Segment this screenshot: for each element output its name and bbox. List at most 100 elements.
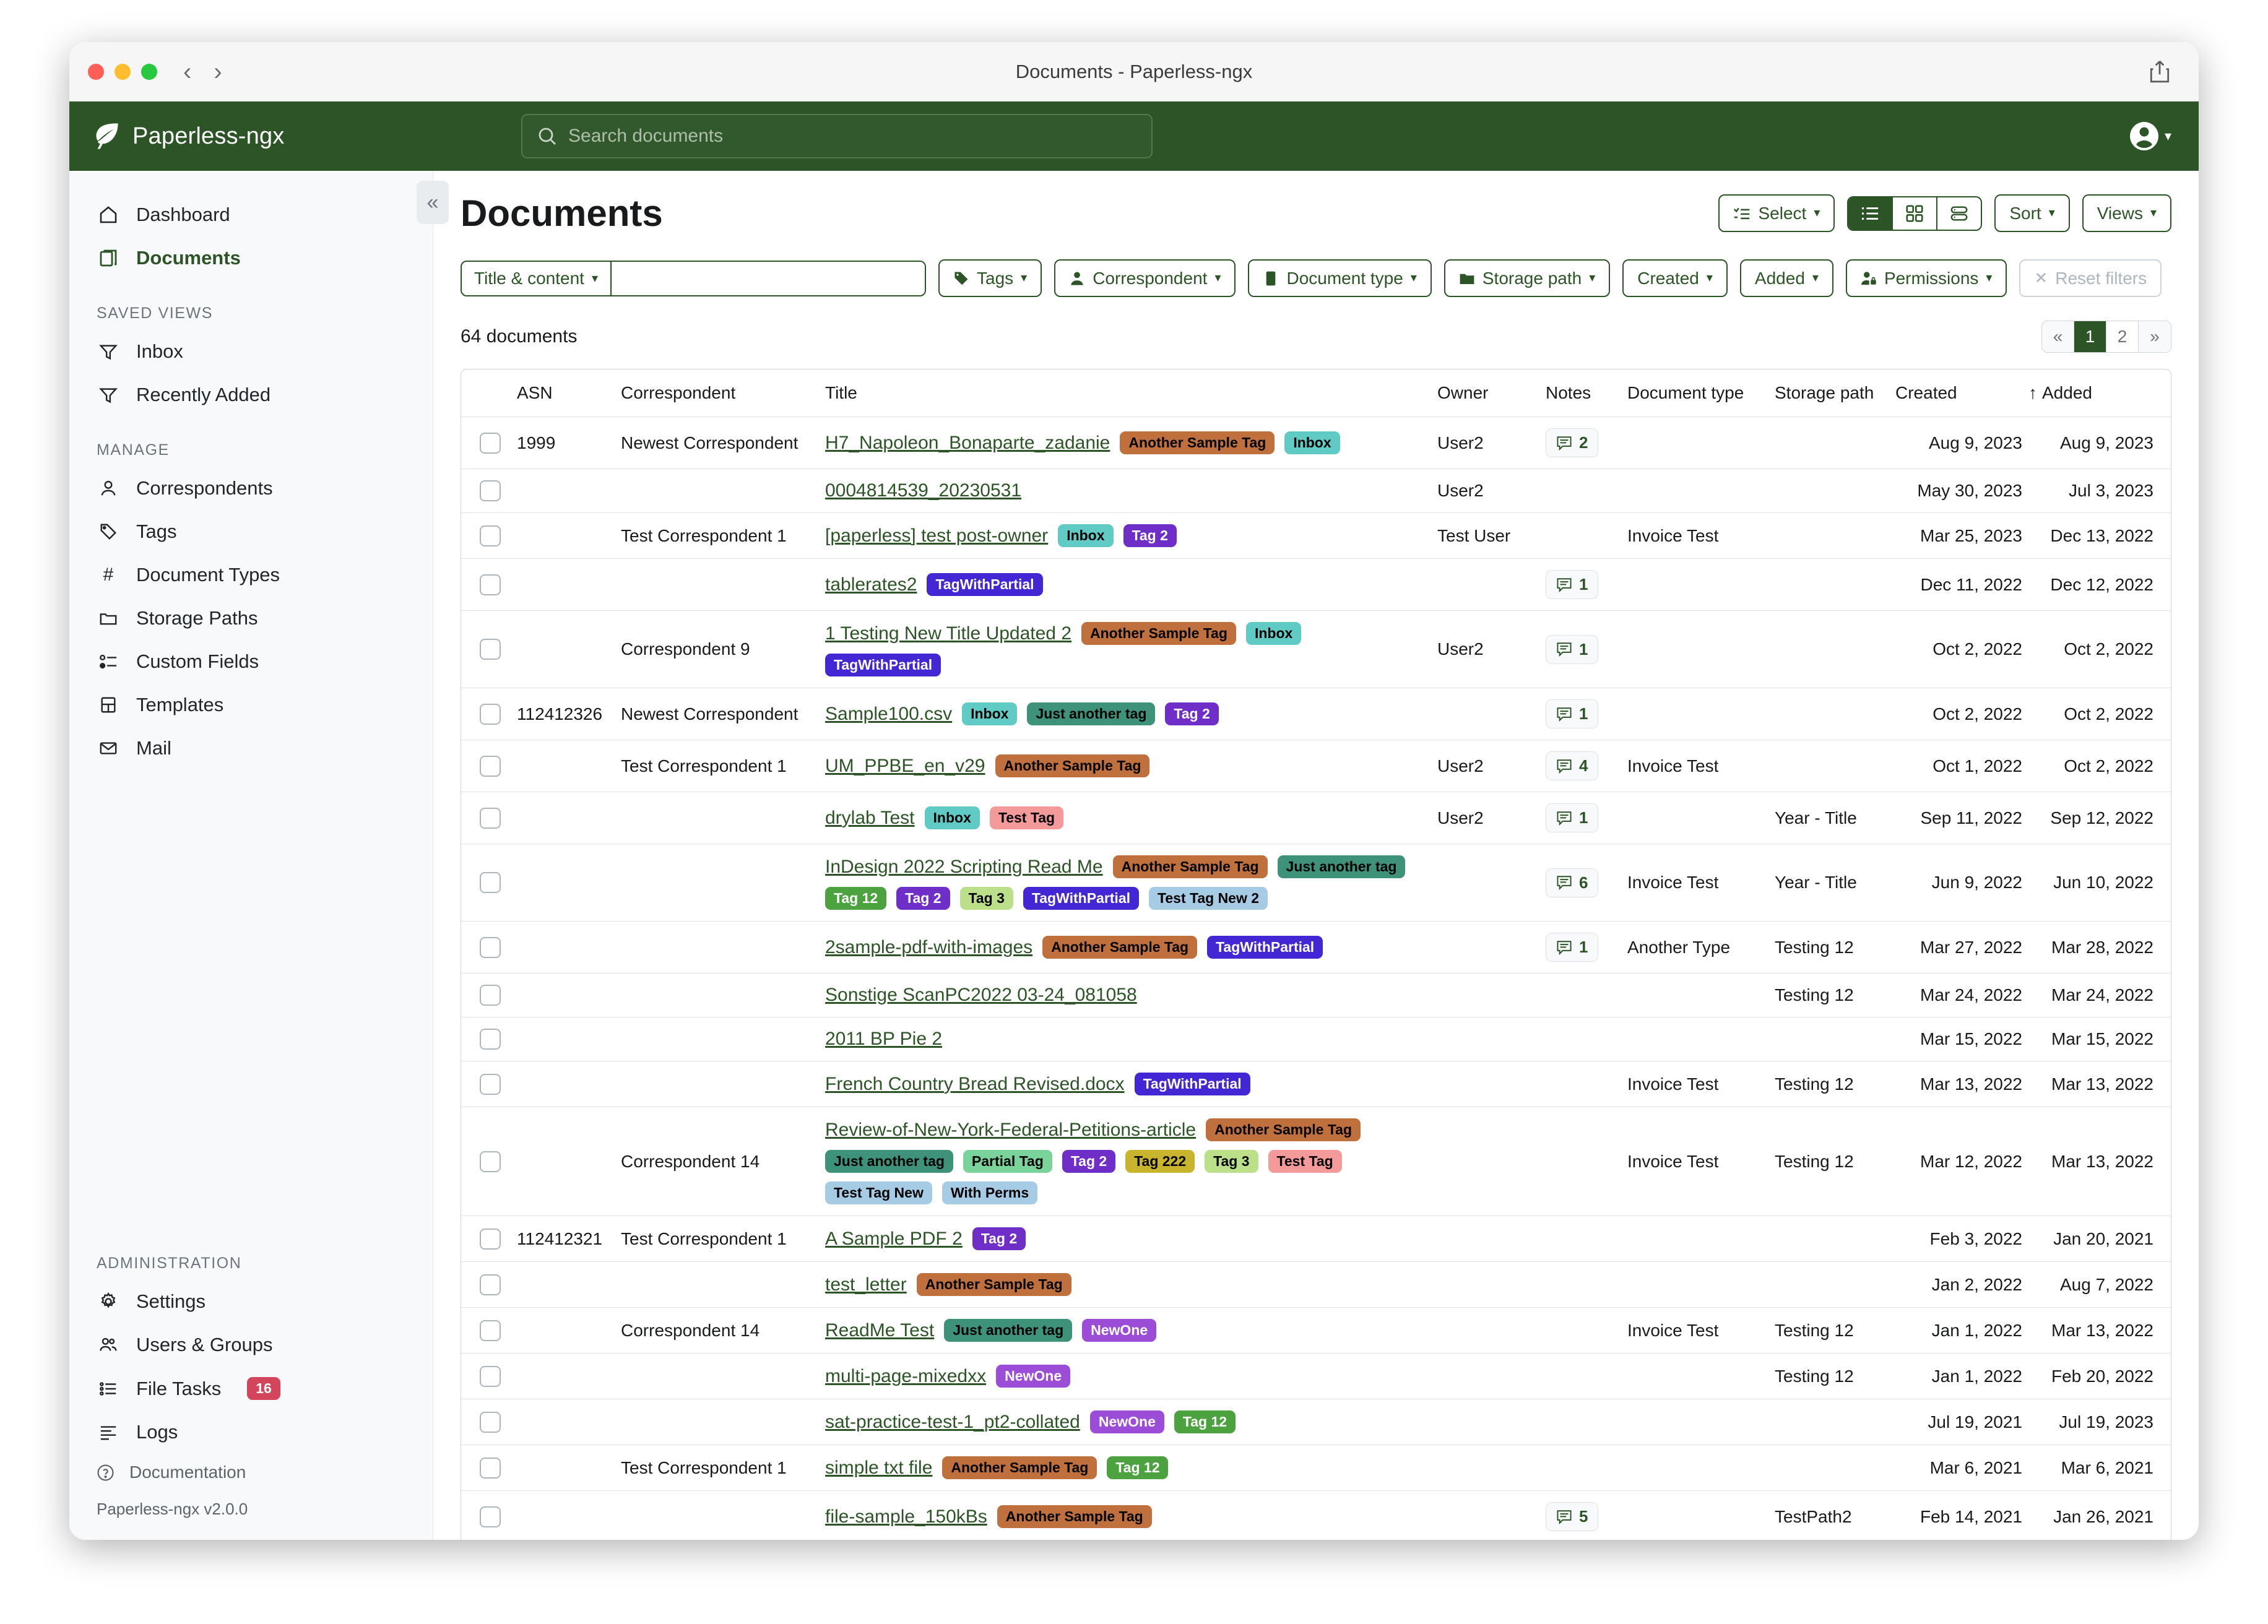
document-tag[interactable]: Another Sample Tag — [997, 1505, 1152, 1528]
select-button[interactable]: Select ▾ — [1718, 194, 1835, 232]
document-title-link[interactable]: 2sample-pdf-with-images — [825, 936, 1033, 957]
notes-badge[interactable]: 5 — [1546, 1502, 1599, 1531]
table-row[interactable]: 2011 BP Pie 2 Mar 15, 2022 Mar 15, 2022 — [461, 1017, 2171, 1061]
row-checkbox-cell[interactable] — [461, 740, 511, 792]
document-tag[interactable]: TagWithPartial — [1023, 887, 1140, 910]
filter-permissions-button[interactable]: Permissions ▾ — [1845, 259, 2007, 297]
filter-created-button[interactable]: Created ▾ — [1622, 259, 1728, 297]
row-checkbox-cell[interactable] — [461, 1399, 511, 1445]
sidebar-item-recently-added[interactable]: Recently Added — [69, 373, 433, 417]
forward-icon[interactable]: › — [214, 58, 222, 85]
document-tag[interactable]: Tag 2 — [1165, 702, 1219, 725]
column-header-correspondent[interactable]: Correspondent — [621, 383, 736, 402]
document-tag[interactable]: Tag 2 — [896, 887, 950, 910]
view-grid-button[interactable] — [1893, 197, 1938, 230]
row-checkbox[interactable] — [480, 1457, 501, 1479]
brand[interactable]: Paperless-ngx — [92, 123, 401, 150]
table-row[interactable]: tablerates2 TagWithPartial 1 Dec 11, 2022 De… — [461, 558, 2171, 611]
document-title-link[interactable]: tablerates2 — [825, 574, 917, 595]
notes-badge[interactable]: 1 — [1546, 699, 1599, 728]
row-checkbox[interactable] — [480, 574, 501, 595]
document-tag[interactable]: Test Tag — [1268, 1150, 1342, 1173]
column-header-storage-path[interactable]: Storage path — [1775, 383, 1874, 402]
document-tag[interactable]: Just another tag — [1277, 855, 1406, 878]
filter-document-type-button[interactable]: Document type ▾ — [1248, 259, 1432, 297]
document-title-link[interactable]: file-sample_150kBs — [825, 1506, 987, 1527]
title-content-input[interactable] — [612, 261, 925, 295]
sidebar-item-storage-paths[interactable]: Storage Paths — [69, 597, 433, 640]
pagination-page-2[interactable]: 2 — [2106, 321, 2139, 352]
sidebar-item-templates[interactable]: Templates — [69, 683, 433, 727]
document-title-link[interactable]: Sample100.csv — [825, 703, 953, 724]
document-tag[interactable]: Test Tag — [989, 806, 1064, 829]
document-tag[interactable]: Inbox — [1245, 622, 1302, 645]
title-content-dropdown[interactable]: Title & content ▾ — [462, 261, 612, 295]
document-title-link[interactable]: drylab Test — [825, 807, 915, 828]
document-tag[interactable]: Another Sample Tag — [1081, 622, 1236, 645]
row-checkbox[interactable] — [480, 985, 501, 1006]
table-row[interactable]: test_letter Another Sample Tag Jan 2, 2022… — [461, 1261, 2171, 1308]
document-title-link[interactable]: UM_PPBE_en_v29 — [825, 755, 985, 776]
document-title-link[interactable]: Sonstige ScanPC2022 03-24_081058 — [825, 985, 1137, 1005]
table-row[interactable]: file-sample_150kBs Another Sample Tag 5 Tes… — [461, 1490, 2171, 1540]
sidebar-item-tags[interactable]: Tags — [69, 510, 433, 553]
table-row[interactable]: 0004814539_20230531 User2 May 30, 2023 Jul … — [461, 469, 2171, 513]
document-title-link[interactable]: [paperless] test post-owner — [825, 525, 1049, 546]
notes-badge[interactable]: 1 — [1546, 570, 1599, 599]
global-search[interactable] — [521, 114, 1153, 158]
document-title-link[interactable]: French Country Bread Revised.docx — [825, 1073, 1125, 1094]
document-title-link[interactable]: A Sample PDF 2 — [825, 1228, 963, 1249]
document-tag[interactable]: NewOne — [1082, 1319, 1157, 1342]
filter-tags-button[interactable]: Tags ▾ — [938, 259, 1042, 297]
row-checkbox-cell[interactable] — [461, 973, 511, 1017]
pagination-last[interactable]: » — [2139, 321, 2171, 352]
column-header-owner[interactable]: Owner — [1437, 383, 1489, 402]
document-title-link[interactable]: 2011 BP Pie 2 — [825, 1029, 943, 1049]
row-checkbox-cell[interactable] — [461, 688, 511, 740]
notes-badge[interactable]: 4 — [1546, 751, 1599, 780]
table-row[interactable]: 2sample-pdf-with-images Another Sample Ta… — [461, 921, 2171, 974]
document-tag[interactable]: Inbox — [962, 702, 1018, 725]
table-row[interactable]: InDesign 2022 Scripting Read Me Another S… — [461, 844, 2171, 922]
row-checkbox-cell[interactable] — [461, 921, 511, 974]
document-tag[interactable]: Just another tag — [825, 1150, 953, 1173]
document-tag[interactable]: Another Sample Tag — [1120, 431, 1275, 454]
document-tag[interactable]: NewOne — [1089, 1410, 1164, 1433]
document-tag[interactable]: Tag 2 — [1062, 1150, 1116, 1173]
view-list-button[interactable] — [1848, 197, 1894, 230]
row-checkbox[interactable] — [480, 639, 501, 660]
view-detail-button[interactable] — [1937, 197, 1981, 230]
column-header-notes[interactable]: Notes — [1546, 383, 1591, 402]
sidebar-item-documentation[interactable]: Documentation — [69, 1454, 433, 1491]
notes-badge[interactable]: 2 — [1546, 428, 1599, 457]
row-checkbox-cell[interactable] — [461, 1353, 511, 1399]
document-tag[interactable]: Tag 12 — [1107, 1456, 1169, 1479]
row-checkbox[interactable] — [480, 1506, 501, 1527]
notes-badge[interactable]: 6 — [1546, 868, 1599, 897]
table-row[interactable]: multi-page-mixedxx NewOne Testing 12 Jan 1,… — [461, 1353, 2171, 1399]
row-checkbox[interactable] — [480, 1073, 501, 1095]
document-tag[interactable]: Tag 12 — [1174, 1410, 1236, 1433]
column-header-added[interactable]: ↑ Added — [2028, 369, 2171, 417]
row-checkbox[interactable] — [480, 525, 501, 546]
sort-button[interactable]: Sort ▾ — [1994, 194, 2070, 232]
document-title-link[interactable]: InDesign 2022 Scripting Read Me — [825, 856, 1103, 877]
row-checkbox[interactable] — [480, 1228, 501, 1250]
sidebar-item-mail[interactable]: Mail — [69, 727, 433, 770]
row-checkbox-cell[interactable] — [461, 512, 511, 559]
sidebar-item-inbox[interactable]: Inbox — [69, 330, 433, 373]
table-row[interactable]: Correspondent 14 Review-of-New-York-Feder… — [461, 1107, 2171, 1216]
document-title-link[interactable]: 1 Testing New Title Updated 2 — [825, 623, 1072, 644]
sidebar-item-settings[interactable]: Settings — [69, 1280, 433, 1323]
document-title-link[interactable]: Review-of-New-York-Federal-Petitions-art… — [825, 1119, 1197, 1140]
row-checkbox-cell[interactable] — [461, 469, 511, 513]
document-tag[interactable]: Test Tag New — [825, 1181, 932, 1204]
document-tag[interactable]: Another Sample Tag — [1206, 1118, 1361, 1141]
table-row[interactable]: sat-practice-test-1_pt2-collated NewOne Ta… — [461, 1399, 2171, 1445]
row-checkbox-cell[interactable] — [461, 558, 511, 611]
search-input[interactable] — [568, 126, 1136, 147]
row-checkbox[interactable] — [480, 1151, 501, 1172]
table-row[interactable]: Correspondent 14 ReadMe Test Just another … — [461, 1307, 2171, 1354]
